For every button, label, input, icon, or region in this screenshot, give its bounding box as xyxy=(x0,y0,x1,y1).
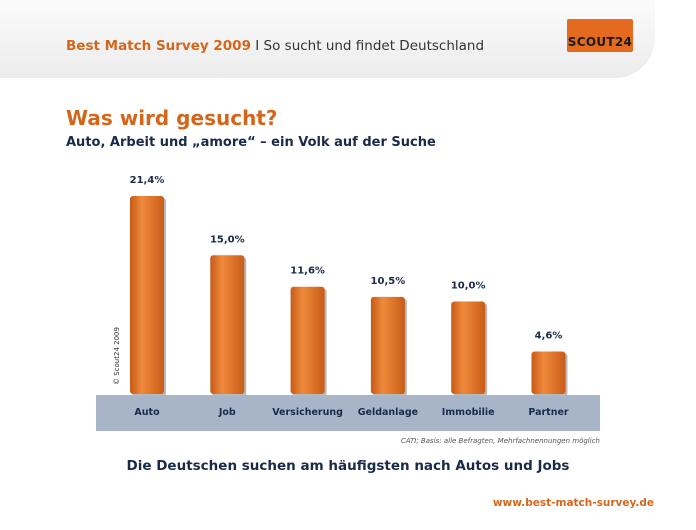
page-title: Was wird gesucht? xyxy=(66,106,278,130)
website-link[interactable]: www.best-match-survey.de xyxy=(492,497,654,509)
copyright-label: © Scout24 2009 xyxy=(113,327,121,385)
bar-versicherung xyxy=(290,286,325,394)
page-subtitle: Auto, Arbeit und „amore“ – ein Volk auf … xyxy=(66,135,436,150)
value-label: 4,6% xyxy=(535,330,563,341)
header-band xyxy=(0,0,655,78)
bar-immobilie xyxy=(451,301,486,394)
header-tagline: So sucht und findet Deutschland xyxy=(263,38,485,54)
category-label: Geldanlage xyxy=(358,407,418,418)
header-separator: I xyxy=(255,38,260,54)
bar-job xyxy=(210,255,245,394)
value-label: 10,5% xyxy=(371,276,406,287)
category-label: Immobilie xyxy=(442,407,495,418)
header-title: Best Match Survey 2009 I So sucht und fi… xyxy=(66,38,484,54)
category-label: Job xyxy=(218,407,236,418)
category-label: Versicherung xyxy=(272,407,343,418)
bar-geldanlage xyxy=(370,296,405,394)
bar-partner xyxy=(531,351,566,394)
value-label: 15,0% xyxy=(210,234,245,245)
category-band xyxy=(96,395,600,431)
bar-auto xyxy=(130,196,164,394)
footnote: CATI; Basis: alle Befragten, Mehrfachnen… xyxy=(400,437,600,445)
header-brand: Best Match Survey 2009 xyxy=(66,38,251,54)
category-label: Partner xyxy=(528,407,569,418)
value-label: 10,0% xyxy=(451,281,486,292)
value-label: 21,4% xyxy=(130,175,165,186)
value-label: 11,6% xyxy=(290,266,325,277)
scout24-logo: SCOUT24 xyxy=(567,19,633,52)
category-label: Auto xyxy=(134,407,160,418)
logo-text: SCOUT24 xyxy=(567,35,633,49)
conclusion-text: Die Deutschen suchen am häufigsten nach … xyxy=(126,458,570,474)
